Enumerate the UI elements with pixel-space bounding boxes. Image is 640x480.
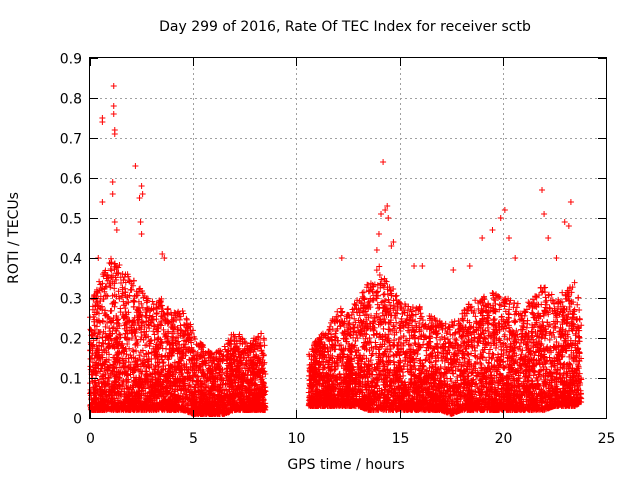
data-point	[147, 337, 154, 344]
data-points	[87, 255, 585, 417]
data-point	[234, 344, 241, 351]
data-point	[380, 325, 387, 332]
data-point	[186, 382, 193, 389]
data-point	[258, 330, 265, 337]
data-point	[100, 340, 107, 347]
data-point	[128, 286, 135, 293]
chart-title: Day 299 of 2016, Rate Of TEC Index for r…	[159, 19, 531, 35]
data-point	[116, 331, 123, 338]
data-point	[130, 282, 137, 289]
data-point	[258, 347, 265, 354]
data-point	[130, 298, 137, 305]
data-point	[242, 339, 249, 346]
data-point	[165, 356, 172, 363]
data-point	[472, 297, 479, 304]
data-point	[108, 255, 114, 262]
data-point	[162, 353, 169, 360]
data-point	[110, 324, 117, 331]
data-point	[102, 323, 109, 330]
data-point	[164, 306, 171, 313]
data-point	[160, 326, 167, 333]
data-point	[132, 333, 139, 340]
data-point	[151, 331, 158, 338]
data-point	[543, 301, 550, 308]
data-point	[153, 309, 160, 316]
data-point	[133, 340, 140, 347]
data-point	[122, 305, 129, 312]
data-point	[99, 334, 106, 341]
data-point	[107, 307, 114, 314]
